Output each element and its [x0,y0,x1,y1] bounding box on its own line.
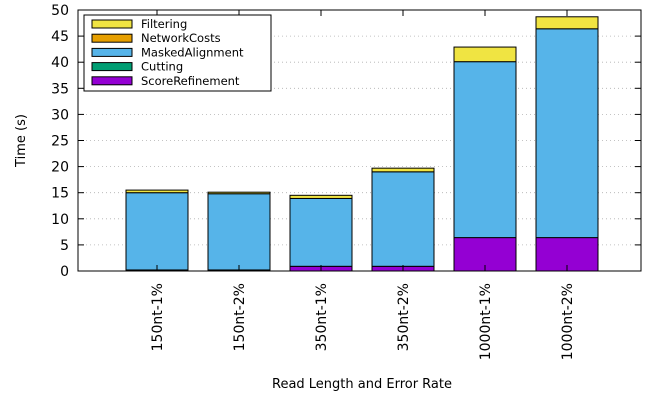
legend-label: Filtering [141,17,187,31]
bar-segment-filtering [207,191,271,195]
bar-stack [125,189,189,272]
y-tick-label: 50 [51,3,69,19]
y-tick-label: 45 [51,29,69,45]
bar-segment-filtering [535,16,599,30]
bar-segment-filtering [125,189,189,194]
bar-segment-maskedalignment [535,28,599,239]
x-tick-label: 150nt-2% [232,283,248,351]
legend-swatch [91,76,133,86]
bar-segment-maskedalignment [289,197,353,267]
legend-label: Cutting [141,60,183,74]
legend-label: NetworkCosts [141,31,221,45]
bar-segment-maskedalignment [371,171,435,267]
x-tick-label: 350nt-1% [314,283,330,351]
y-tick-label: 15 [51,186,69,202]
legend-label: MaskedAlignment [141,45,244,59]
bar-segment-filtering [371,167,435,173]
y-tick-label: 5 [60,238,69,254]
y-axis-title: Time (s) [14,114,29,168]
bar-segment-maskedalignment [125,192,189,271]
bar-segment-filtering [289,194,353,199]
y-tick-label: 30 [51,107,69,123]
legend-swatch [91,62,133,72]
y-axis: 0 5 10 15 20 25 30 35 40 45 50 [51,3,641,280]
bar-segment-filtering [453,46,517,63]
bars [125,16,599,272]
bar-stack [207,191,271,272]
bar-stack [289,194,353,272]
x-tick-label: 150nt-1% [150,283,166,351]
x-axis-title: Read Length and Error Rate [272,377,452,392]
bar-stack [535,16,599,272]
bar-stack [453,46,517,272]
legend-label: ScoreRefinement [141,74,240,88]
legend-swatch [91,33,133,43]
y-tick-label: 40 [51,55,69,71]
y-tick-label: 25 [51,134,69,150]
x-tick-label: 1000nt-1% [478,283,494,360]
bar-stack [371,167,435,272]
bar-segment-maskedalignment [453,61,517,239]
x-axis: 150nt-1% 150nt-2% 350nt-1% 350nt-2% 1000nt-1… [150,10,576,360]
legend: FilteringNetworkCostsMaskedAlignmentCutt… [83,14,272,92]
y-tick-label: 20 [51,160,69,176]
x-tick-label: 1000nt-2% [560,283,576,360]
y-tick-label: 10 [51,212,69,228]
x-tick-label: 350nt-2% [396,283,412,351]
bar-segment-maskedalignment [207,193,271,271]
legend-swatch [91,19,133,29]
legend-swatch [91,47,133,57]
y-tick-label: 35 [51,81,69,97]
y-tick-label: 0 [60,264,69,280]
